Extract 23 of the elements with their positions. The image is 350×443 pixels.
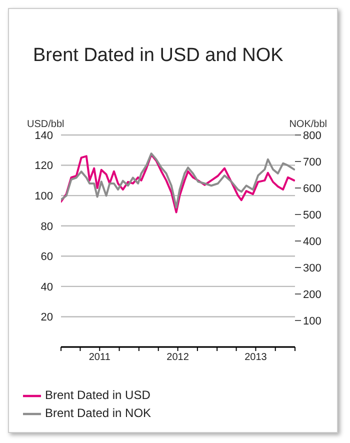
y2-tick-label: 500 [303, 209, 322, 222]
y-tick-label: 140 [34, 130, 53, 142]
y2-tick-label: 700 [303, 156, 322, 168]
y-tick-label: 100 [34, 190, 53, 202]
y2-tick-label: 300 [303, 262, 322, 274]
y-tick-label: 60 [40, 251, 53, 264]
y2-tick-label: 200 [303, 288, 322, 301]
legend-label: Brent Dated in NOK [45, 406, 152, 420]
y2-tick-label: 100 [303, 315, 322, 328]
y2-tick-label: 600 [303, 182, 322, 195]
x-tick-label: 2012 [166, 352, 190, 364]
x-tick-label: 2013 [244, 352, 268, 364]
legend-label: Brent Dated in USD [45, 388, 150, 402]
y-axis-title: USD/bbl [27, 119, 64, 130]
y-tick-label: 40 [40, 281, 53, 294]
y-tick-label: 80 [40, 220, 53, 233]
x-tick-label: 2011 [88, 352, 111, 364]
y-tick-label: 120 [34, 160, 53, 172]
y2-tick-label: 400 [303, 236, 322, 248]
y2-tick-label: 800 [303, 130, 322, 142]
y2-axis-title: NOK/bbl [289, 119, 327, 130]
chart-title: Brent Dated in USD and NOK [33, 45, 284, 67]
y-tick-label: 20 [40, 312, 53, 324]
